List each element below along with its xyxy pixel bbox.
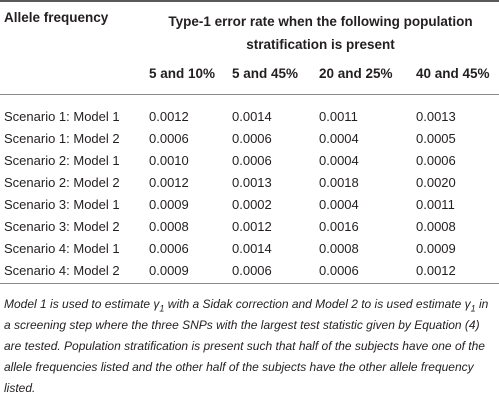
- allele-frequency-header: Allele frequency: [4, 10, 109, 25]
- table-row: Scenario 1: Model 2 0.0006 0.0006 0.0004…: [0, 128, 499, 150]
- gamma-symbol: γ: [464, 297, 471, 311]
- table-row: Scenario 1: Model 1 0.0012 0.0014 0.0011…: [0, 106, 499, 128]
- table-row: Scenario 2: Model 2 0.0012 0.0013 0.0018…: [0, 172, 499, 194]
- header-rule: [0, 94, 499, 95]
- table-cell: 0.0006: [232, 153, 272, 168]
- table-cell: 0.0006: [149, 131, 189, 146]
- table-cell: 0.0012: [232, 219, 272, 234]
- row-label: Scenario 3: Model 1: [4, 197, 120, 212]
- row-label: Scenario 4: Model 2: [4, 263, 120, 278]
- table-cell: 0.0012: [149, 175, 189, 190]
- gamma-symbol: γ: [153, 297, 160, 311]
- table-cell: 0.0008: [319, 241, 359, 256]
- table-row: Scenario 2: Model 1 0.0010 0.0006 0.0004…: [0, 150, 499, 172]
- table-cell: 0.0009: [149, 197, 189, 212]
- table-cell: 0.0002: [232, 197, 272, 212]
- table-cell: 0.0013: [416, 109, 456, 124]
- table-cell: 0.0006: [232, 131, 272, 146]
- table-cell: 0.0012: [149, 109, 189, 124]
- row-label: Scenario 2: Model 1: [4, 153, 120, 168]
- table-cell: 0.0010: [149, 153, 189, 168]
- table-cell: 0.0008: [149, 219, 189, 234]
- table-row: Scenario 4: Model 2 0.0009 0.0006 0.0006…: [0, 260, 499, 282]
- table-cell: 0.0005: [416, 131, 456, 146]
- bottom-rule: [0, 283, 499, 284]
- table-cell: 0.0006: [416, 153, 456, 168]
- table-cell: 0.0012: [416, 263, 456, 278]
- row-label: Scenario 1: Model 1: [4, 109, 120, 124]
- subheader-40-45: 40 and 45%: [416, 66, 490, 81]
- row-label: Scenario 4: Model 1: [4, 241, 120, 256]
- type1-error-group-header: Type-1 error rate when the following pop…: [148, 10, 493, 56]
- group-header-line1: Type-1 error rate when the following pop…: [168, 14, 473, 29]
- table-cell: 0.0020: [416, 175, 456, 190]
- table-cell: 0.0009: [416, 241, 456, 256]
- table-row: Scenario 4: Model 1 0.0006 0.0014 0.0008…: [0, 238, 499, 260]
- gamma-subscript: 1: [470, 303, 476, 314]
- table-cell: 0.0016: [319, 219, 359, 234]
- subheader-5-45: 5 and 45%: [232, 66, 299, 81]
- row-label: Scenario 3: Model 2: [4, 219, 120, 234]
- table-cell: 0.0014: [232, 241, 272, 256]
- row-label: Scenario 2: Model 2: [4, 175, 120, 190]
- top-rule: [0, 0, 499, 2]
- table-cell: 0.0018: [319, 175, 359, 190]
- table-cell: 0.0008: [416, 219, 456, 234]
- table-cell: 0.0006: [319, 263, 359, 278]
- footnote-part2: with a Sidak correction and Model 2 to i…: [164, 297, 465, 311]
- table-cell: 0.0004: [319, 197, 359, 212]
- table-cell: 0.0004: [319, 131, 359, 146]
- table-cell: 0.0009: [149, 263, 189, 278]
- table-cell: 0.0006: [232, 263, 272, 278]
- gamma-subscript: 1: [159, 303, 165, 314]
- table-cell: 0.0011: [319, 109, 358, 124]
- table-footnote: Model 1 is used to estimate γ1 with a Si…: [4, 294, 496, 399]
- table-row: Scenario 3: Model 1 0.0009 0.0002 0.0004…: [0, 194, 499, 216]
- group-header-line2: stratification is present: [246, 37, 395, 52]
- footnote-part3: in a screening step where the three SNPs…: [4, 297, 489, 395]
- footnote-part1: Model 1 is used to estimate: [4, 297, 154, 311]
- table-cell: 0.0006: [149, 241, 189, 256]
- table-cell: 0.0011: [416, 197, 455, 212]
- row-label: Scenario 1: Model 2: [4, 131, 120, 146]
- table-cell: 0.0014: [232, 109, 272, 124]
- table-cell: 0.0013: [232, 175, 272, 190]
- subheader-20-25: 20 and 25%: [319, 66, 393, 81]
- table-row: Scenario 3: Model 2 0.0008 0.0012 0.0016…: [0, 216, 499, 238]
- subheader-5-10: 5 and 10%: [149, 66, 216, 81]
- table-cell: 0.0004: [319, 153, 359, 168]
